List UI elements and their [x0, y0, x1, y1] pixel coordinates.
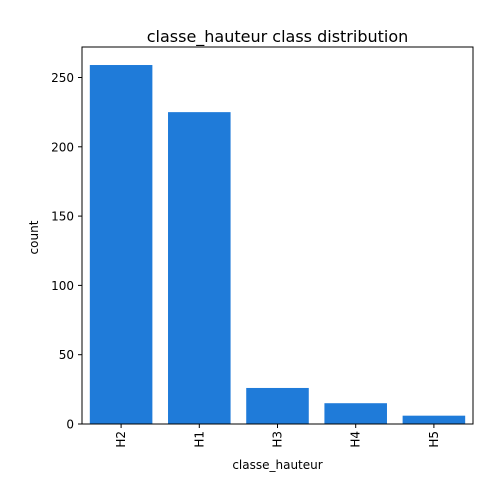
plot-frame	[81, 46, 474, 425]
x-tick-label: H3	[271, 431, 285, 448]
y-tick-label: 150	[51, 210, 74, 224]
x-tick-label: H2	[114, 431, 128, 448]
x-axis: H2 H1 H3 H4 H5	[114, 424, 441, 448]
bar-h5	[402, 415, 466, 424]
y-tick-label: 100	[51, 279, 74, 293]
x-tick-label: H5	[427, 431, 441, 448]
y-tick-label: 200	[51, 140, 74, 154]
y-tick-label: 0	[66, 418, 74, 432]
chart-title: classe_hauteur class distribution	[147, 27, 409, 47]
bar-h1	[168, 112, 231, 424]
bars-layer	[89, 65, 466, 425]
x-axis-title: classe_hauteur	[232, 458, 322, 472]
y-tick-label: 50	[59, 348, 74, 362]
x-tick-label: H4	[349, 431, 363, 448]
bar-h3	[246, 387, 309, 424]
bar-h4	[324, 403, 387, 424]
y-axis-title: count	[27, 220, 41, 254]
y-tick-label: 250	[51, 71, 74, 85]
y-axis: 0 50 100 150 200 250	[51, 71, 82, 432]
x-tick-label: H1	[192, 431, 206, 448]
bar-h2	[89, 65, 153, 425]
